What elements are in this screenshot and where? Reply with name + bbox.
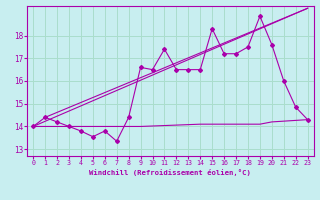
X-axis label: Windchill (Refroidissement éolien,°C): Windchill (Refroidissement éolien,°C) xyxy=(90,169,251,176)
